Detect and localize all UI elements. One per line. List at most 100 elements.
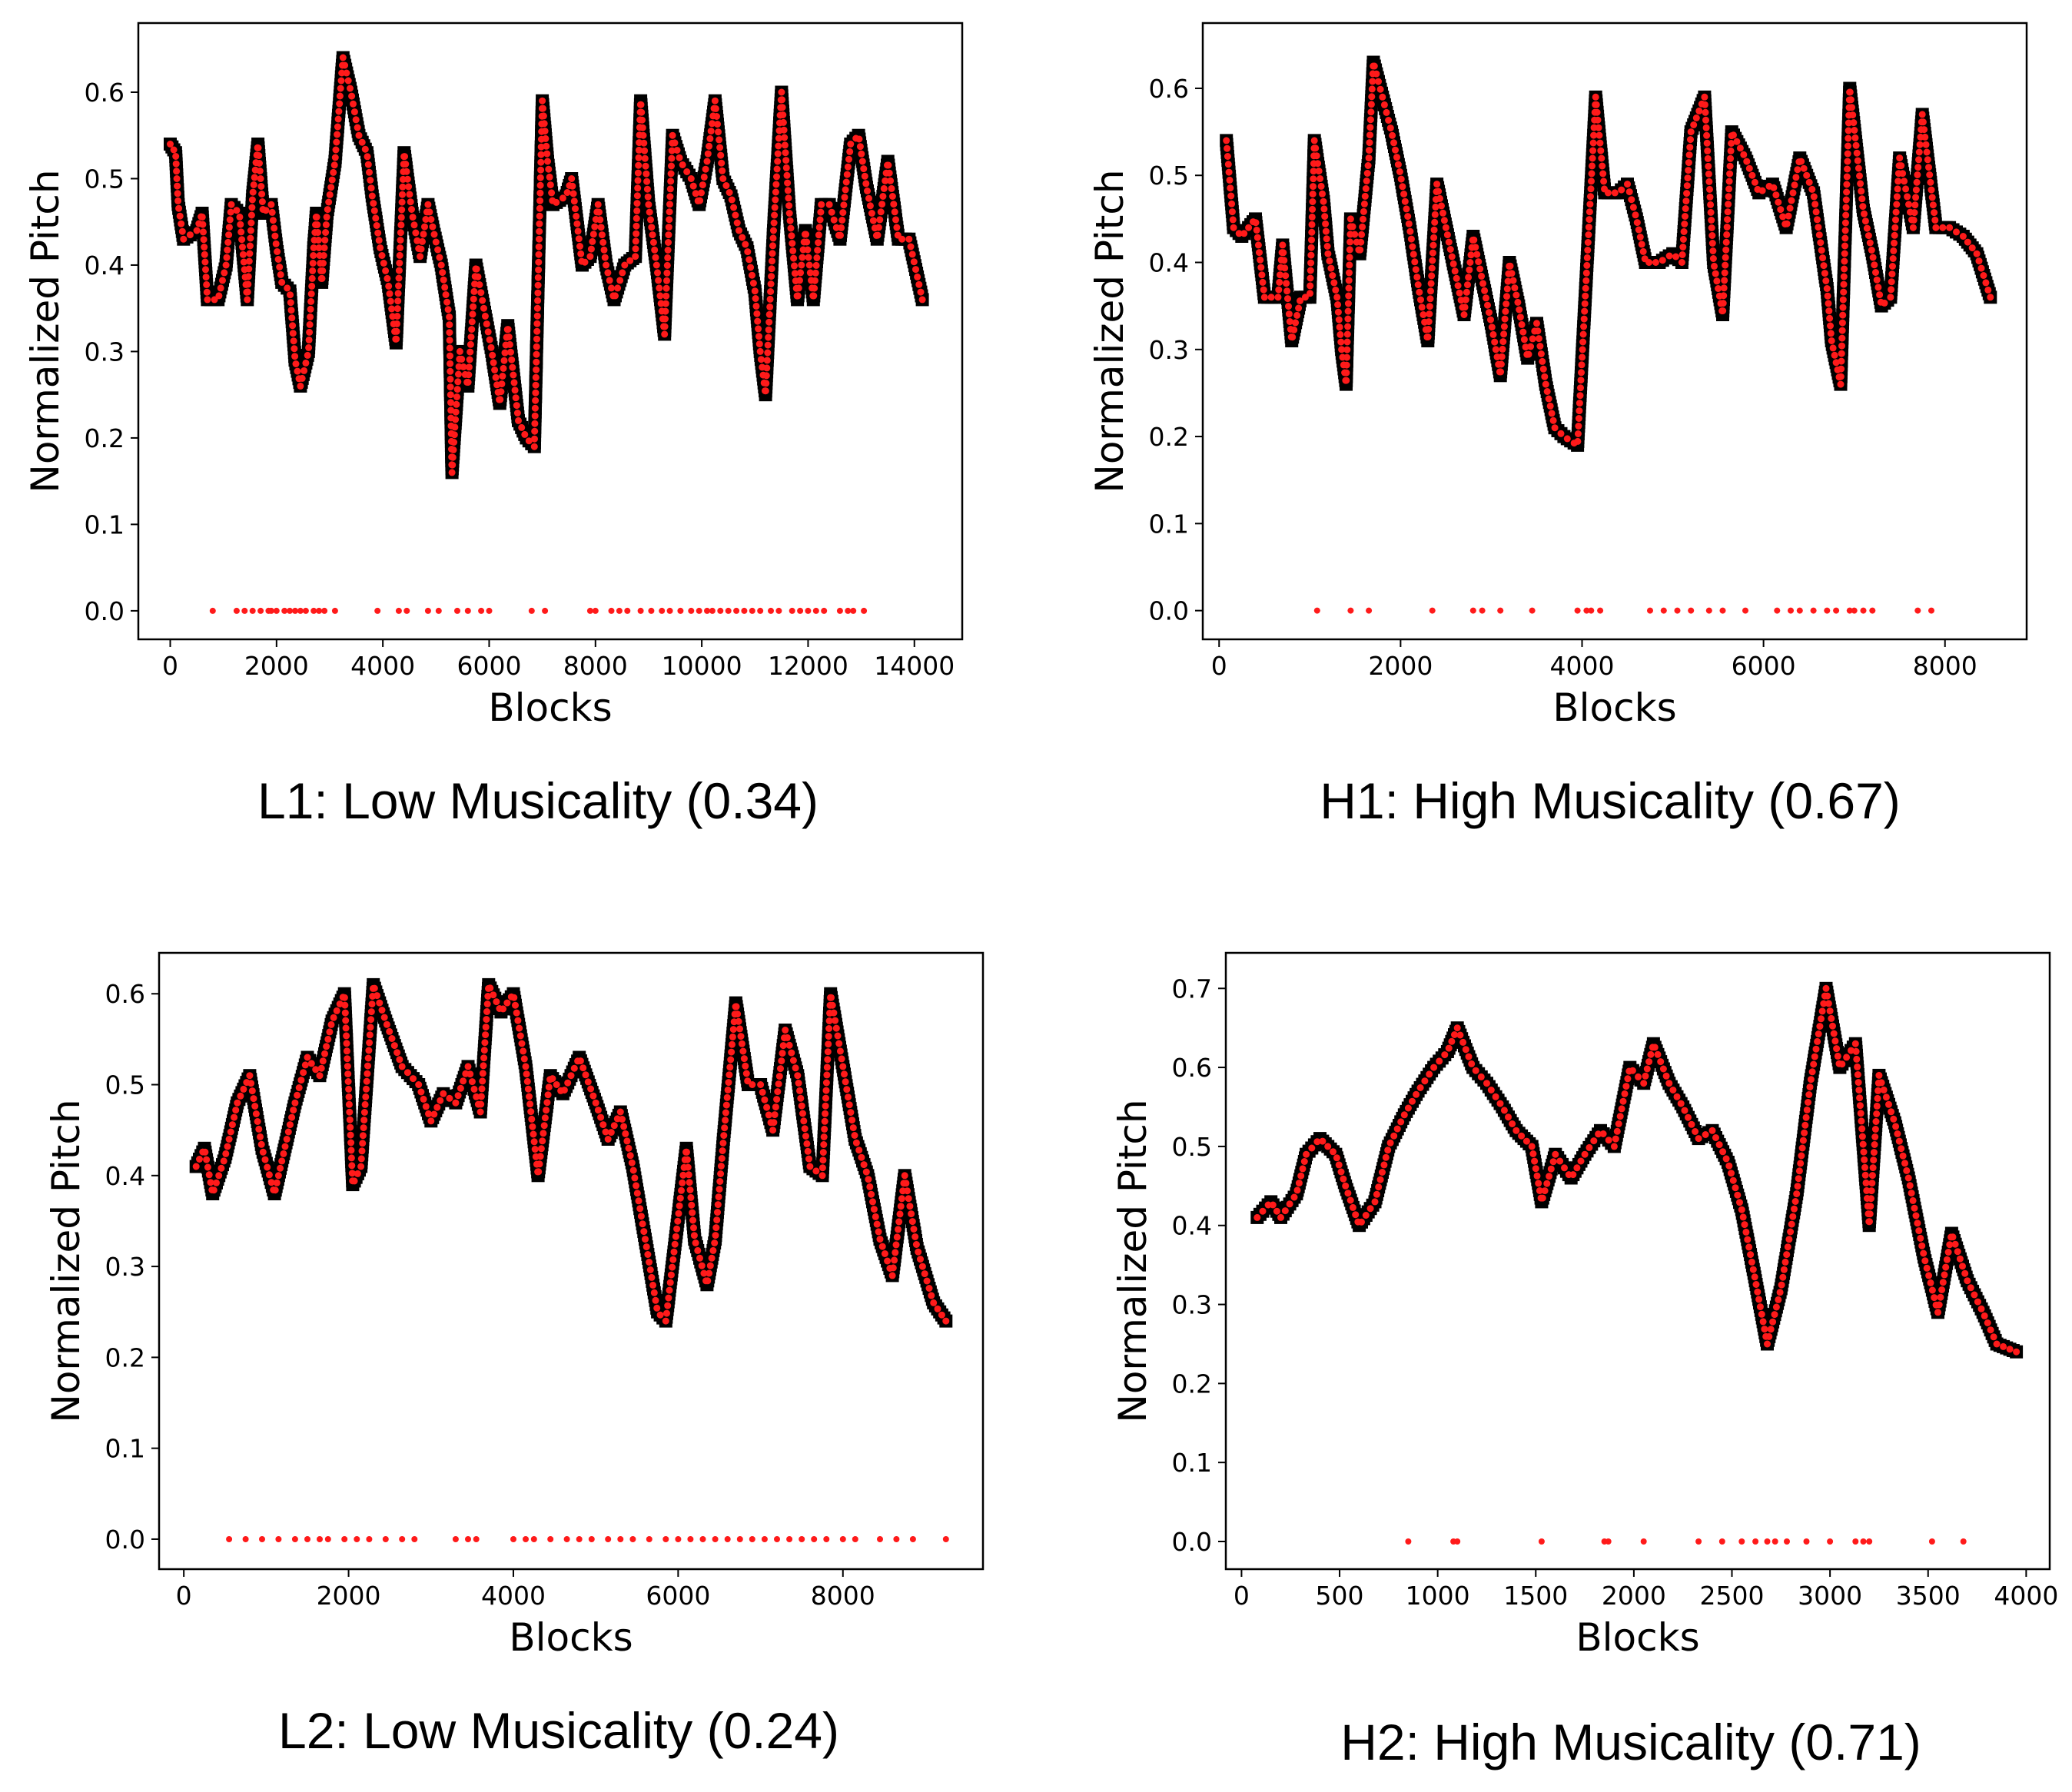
pitch-dot	[806, 269, 814, 277]
pitch-dot	[616, 277, 624, 284]
pitch-dot	[664, 254, 672, 261]
pitch-dot	[337, 85, 344, 92]
pitch-points	[167, 54, 926, 476]
pitch-dot	[1815, 231, 1823, 239]
pitch-dot	[1284, 295, 1291, 303]
pitch-dot	[1366, 116, 1374, 124]
pitch-dot	[1808, 185, 1816, 193]
pitch-dot	[1826, 314, 1834, 322]
pitch-dot	[596, 208, 603, 216]
pitch-dot	[606, 277, 613, 284]
pitch-dot	[662, 300, 669, 307]
pitch-dot	[202, 274, 210, 281]
zero-dot	[1497, 607, 1504, 614]
pitch-dot	[633, 200, 641, 207]
pitch-dot	[237, 221, 244, 228]
pitch-dot	[222, 261, 230, 269]
pitch-dot	[597, 224, 605, 231]
pitch-dot	[1599, 170, 1607, 178]
pitch-dot	[410, 221, 418, 229]
pitch-dot	[1321, 213, 1329, 221]
pitch-dot	[1596, 131, 1603, 139]
pitch-dot	[532, 373, 540, 381]
pitch-dot	[765, 326, 772, 334]
pitch-dot	[1975, 257, 1983, 265]
zero-dot	[1796, 607, 1803, 614]
pitch-dot	[601, 254, 609, 261]
pitch-dot	[664, 247, 672, 254]
pitch-dot	[498, 380, 506, 388]
pitch-dot	[861, 172, 868, 180]
pitch-dot	[540, 105, 546, 112]
pitch-dot	[632, 245, 639, 253]
zero-dot	[717, 607, 724, 614]
pitch-dot	[1682, 197, 1690, 205]
pitch-dot	[767, 288, 775, 295]
pitch-dot	[1708, 240, 1716, 247]
pitch-dot	[530, 443, 538, 450]
pitch-dot	[513, 402, 520, 410]
pitch-dot	[1336, 324, 1343, 331]
zero-dot	[464, 607, 471, 614]
pitch-dot	[1330, 279, 1338, 287]
pitch-dot	[1364, 162, 1372, 169]
pitch-dot	[1260, 294, 1268, 301]
pitch-dot	[1297, 297, 1303, 304]
zero-dot	[1647, 607, 1653, 614]
pitch-dot	[1245, 224, 1253, 231]
pitch-dot	[531, 404, 539, 412]
pitch-dot	[237, 228, 245, 236]
pitch-dot	[1586, 201, 1594, 208]
pitch-dot	[1838, 350, 1845, 357]
pitch-dot	[707, 128, 715, 135]
pitch-dot	[787, 224, 795, 232]
pitch-dot	[1367, 108, 1375, 116]
pitch-dot	[1618, 186, 1625, 194]
pitch-dot	[307, 305, 314, 313]
pitch-dot	[634, 184, 642, 192]
pitch-dot	[200, 228, 207, 236]
pitch-dot	[828, 208, 835, 216]
pitch-dot	[1497, 368, 1505, 376]
pitch-dot	[1488, 324, 1496, 331]
zero-dot	[1574, 607, 1581, 614]
pitch-dot	[518, 423, 526, 431]
pitch-dot	[635, 154, 643, 161]
pitch-dot	[1783, 220, 1791, 227]
pitch-dot	[420, 231, 427, 238]
pitch-dot	[486, 336, 493, 343]
pitch-dot	[1733, 138, 1741, 145]
pitch-dot	[838, 217, 846, 224]
y-tick-label: 0.3	[85, 337, 125, 367]
pitch-dot	[302, 359, 310, 367]
pitch-dot	[1645, 259, 1653, 266]
pitch-dot	[202, 266, 209, 274]
pitch-dot	[223, 254, 231, 261]
pitch-dot	[1922, 141, 1930, 148]
pitch-dot	[446, 313, 453, 320]
pitch-dot	[752, 302, 760, 310]
pitch-dot	[1924, 156, 1931, 164]
pitch-dot	[307, 290, 315, 297]
pitch-dot	[779, 96, 785, 104]
pitch-dot	[1286, 318, 1293, 325]
pitch-dot	[332, 146, 340, 154]
pitch-dot	[532, 397, 540, 404]
pitch-dot	[542, 134, 550, 142]
pitch-dot	[1440, 217, 1448, 224]
zero-dot	[1824, 607, 1831, 614]
pitch-dot	[779, 104, 786, 111]
pitch-dot	[1462, 296, 1469, 304]
pitch-dot	[1685, 151, 1693, 159]
pitch-dot	[1320, 197, 1327, 205]
pitch-dot	[276, 264, 284, 270]
pitch-dot	[1724, 208, 1732, 216]
y-tick-label: 0.5	[1149, 161, 1189, 191]
pitch-dot	[634, 177, 642, 184]
pitch-dot	[511, 387, 519, 394]
pitch-dot	[244, 280, 252, 288]
pitch-dot	[219, 277, 226, 284]
pitch-dot	[1690, 121, 1698, 128]
pitch-dot	[1258, 271, 1266, 279]
pitch-dot	[648, 224, 656, 231]
